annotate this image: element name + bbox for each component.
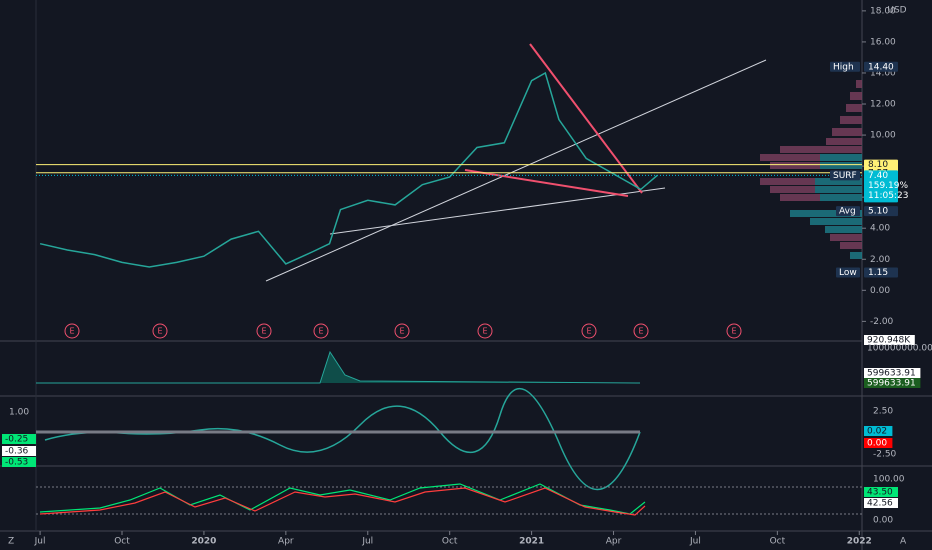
panel-label: 1.00: [9, 408, 29, 418]
y-tick-label: -2.00: [870, 317, 894, 327]
earnings-label: E: [586, 327, 591, 336]
price-tag-value: 7.40: [868, 171, 888, 181]
panel-tag: [864, 335, 915, 345]
panel-label: 0.00: [873, 516, 893, 526]
x-tick-label: Oct: [770, 537, 786, 547]
panel-tag: [2, 446, 36, 456]
oscillator-line: [44, 387, 641, 490]
earnings-marker: [394, 323, 410, 339]
x-tick-label: Jul: [689, 537, 701, 547]
earnings-marker: [256, 323, 272, 339]
price-tag: [864, 206, 898, 217]
panel-label: -0.53: [5, 458, 28, 468]
earnings-label: E: [731, 327, 736, 336]
panel-label: 599633.91: [867, 369, 916, 379]
x-tick-label: 2022: [847, 537, 872, 547]
panel-tag: [864, 487, 898, 497]
stoch-line: [39, 487, 646, 516]
panel-label: 43.50: [867, 488, 893, 498]
panel-label: 920.948K: [867, 336, 911, 346]
earnings-marker: [726, 323, 742, 339]
price-tag-name: [830, 170, 860, 181]
earnings-marker: [152, 323, 168, 339]
panel-label: 2.50: [873, 407, 893, 417]
y-tick-label: 0.00: [870, 286, 890, 296]
y-tick-label: 2.00: [870, 255, 890, 265]
price-tag: [864, 170, 898, 203]
earnings-label: E: [261, 327, 266, 336]
x-tick-label: Apr: [606, 537, 622, 547]
panel-tag: [864, 498, 898, 508]
earnings-marker: [64, 323, 80, 339]
price-tag-extra: 159.19%: [868, 181, 908, 191]
panel-label: 0.02: [867, 427, 887, 437]
y-tick-label: 10.00: [870, 131, 896, 141]
x-tick-label: 2021: [519, 537, 544, 547]
price-tag-value: 1.15: [868, 268, 888, 278]
price-line: [39, 71, 658, 268]
price-tag-name-label: SURF: [833, 171, 857, 181]
earnings-marker: [477, 323, 493, 339]
price-tag-name-label: Avg: [839, 207, 856, 217]
panel-label: 599633.91: [867, 379, 916, 389]
price-tag: [864, 159, 898, 170]
corner-label: A: [900, 537, 907, 547]
x-tick-label: Jul: [361, 537, 373, 547]
y-tick-label: 12.00: [870, 100, 896, 110]
price-tag-name-label: Low: [839, 268, 857, 278]
panel-tag: [864, 368, 921, 378]
panel-label: -0.36: [5, 447, 29, 457]
panel-tag: [2, 457, 36, 467]
currency: USD: [887, 6, 906, 16]
price-tag-name: [836, 267, 860, 278]
price-tag-value: 5.10: [868, 207, 888, 217]
earnings-marker: [633, 323, 649, 339]
price-tag: [864, 61, 898, 72]
price-tag-extra: 11:05:23: [868, 191, 908, 201]
panel-label: -2.50: [873, 450, 897, 460]
trend-lines: [265, 43, 767, 282]
price-tag-name: [836, 206, 860, 217]
price-tag-value: 14.40: [868, 62, 894, 72]
corner-label: Z: [8, 537, 14, 547]
panel-label: -0.25: [5, 435, 28, 445]
panel-tag: [864, 378, 921, 388]
x-tick-label: 2020: [191, 537, 216, 547]
volume-profile: [760, 80, 862, 259]
y-tick-label: 4.00: [870, 224, 890, 234]
earnings-label: E: [69, 327, 74, 336]
panel-label: 100.00: [873, 475, 905, 485]
earnings-label: E: [399, 327, 404, 336]
earnings-marker: [581, 323, 597, 339]
panel-tag: [864, 426, 893, 436]
panel-tag: [2, 434, 36, 444]
price-tag-value: 8.10: [868, 160, 888, 170]
earnings-marker: [313, 323, 329, 339]
x-tick-label: Jul: [34, 537, 46, 547]
y-tick-label: 14.00: [870, 68, 896, 78]
price-tag: [864, 267, 898, 278]
earnings-label: E: [482, 327, 487, 336]
panel-label: 0.00: [867, 439, 887, 449]
panel-label: 100000000.00: [867, 344, 932, 354]
price-tag-name: [830, 61, 860, 72]
panel-tag: [864, 438, 893, 448]
x-tick-label: Oct: [442, 537, 458, 547]
price-tag-name-label: High: [833, 62, 854, 72]
y-tick-label: 16.00: [870, 37, 896, 47]
x-tick-label: Apr: [278, 537, 294, 547]
earnings-label: E: [638, 327, 643, 336]
y-tick-label: 18.00: [870, 6, 896, 16]
volume-area: [36, 350, 641, 384]
x-tick-label: Oct: [114, 537, 130, 547]
earnings-label: E: [157, 327, 162, 336]
panel-label: 42.56: [867, 499, 893, 509]
earnings-label: E: [318, 327, 323, 336]
